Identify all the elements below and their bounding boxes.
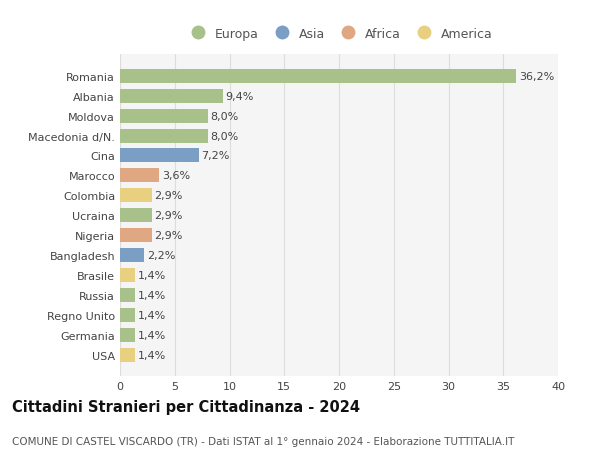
Bar <box>120 70 517 84</box>
Bar <box>120 269 136 282</box>
Bar <box>120 209 152 223</box>
Text: 1,4%: 1,4% <box>138 330 166 340</box>
Bar <box>120 149 199 163</box>
Text: 8,0%: 8,0% <box>211 112 239 121</box>
Text: 36,2%: 36,2% <box>519 72 554 82</box>
Legend: Europa, Asia, Africa, America: Europa, Asia, Africa, America <box>180 23 498 46</box>
Bar <box>120 90 223 103</box>
Text: 1,4%: 1,4% <box>138 270 166 280</box>
Bar <box>120 328 136 342</box>
Text: 2,9%: 2,9% <box>154 230 183 241</box>
Text: 9,4%: 9,4% <box>226 91 254 101</box>
Text: 7,2%: 7,2% <box>202 151 230 161</box>
Text: 2,9%: 2,9% <box>154 211 183 221</box>
Text: 2,2%: 2,2% <box>147 251 175 260</box>
Text: 1,4%: 1,4% <box>138 350 166 360</box>
Text: 8,0%: 8,0% <box>211 131 239 141</box>
Bar <box>120 109 208 123</box>
Bar <box>120 229 152 242</box>
Bar <box>120 129 208 143</box>
Bar <box>120 248 144 263</box>
Bar <box>120 348 136 362</box>
Text: COMUNE DI CASTEL VISCARDO (TR) - Dati ISTAT al 1° gennaio 2024 - Elaborazione TU: COMUNE DI CASTEL VISCARDO (TR) - Dati IS… <box>12 436 514 446</box>
Bar <box>120 288 136 302</box>
Text: 3,6%: 3,6% <box>162 171 190 181</box>
Bar <box>120 169 160 183</box>
Text: 1,4%: 1,4% <box>138 310 166 320</box>
Text: 1,4%: 1,4% <box>138 290 166 300</box>
Text: Cittadini Stranieri per Cittadinanza - 2024: Cittadini Stranieri per Cittadinanza - 2… <box>12 399 360 414</box>
Bar <box>120 308 136 322</box>
Text: 2,9%: 2,9% <box>154 191 183 201</box>
Bar <box>120 189 152 203</box>
